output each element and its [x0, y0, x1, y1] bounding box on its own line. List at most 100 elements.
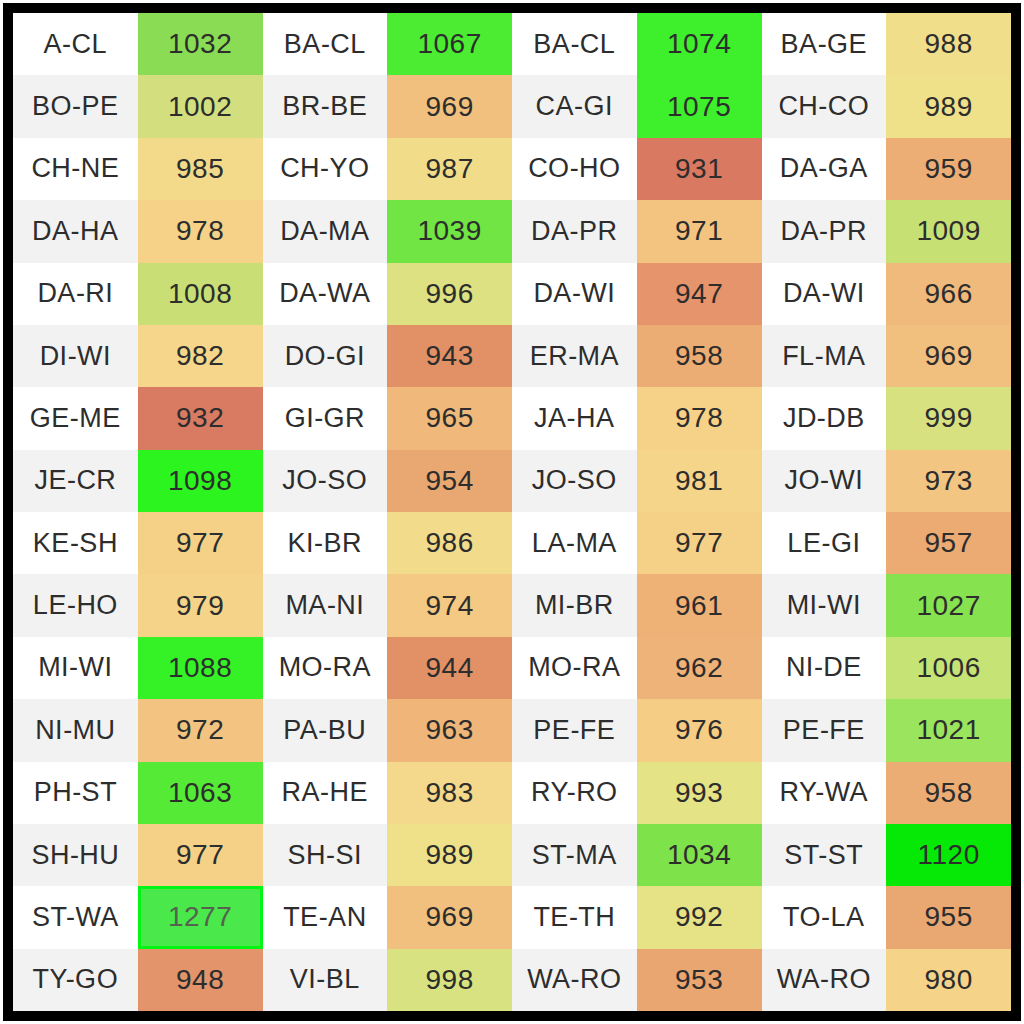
- pair-value-cell: 948: [138, 949, 263, 1011]
- pair-value-cell: 958: [886, 762, 1011, 824]
- pair-label-cell: BA-CL: [263, 13, 388, 75]
- pair-label-cell: CA-GI: [512, 75, 637, 137]
- pair-label-cell: JO-SO: [263, 450, 388, 512]
- pair-value-cell: 1032: [138, 13, 263, 75]
- pair-value-cell: 986: [387, 512, 512, 574]
- pair-label-cell: DO-GI: [263, 325, 388, 387]
- pair-value-cell: 953: [637, 949, 762, 1011]
- pair-label-cell: A-CL: [13, 13, 138, 75]
- pair-label-cell: BA-GE: [762, 13, 887, 75]
- pair-value-cell: 973: [886, 450, 1011, 512]
- pair-value-cell: 1074: [637, 13, 762, 75]
- pair-value-cell: 989: [387, 824, 512, 886]
- pair-value-cell: 989: [886, 75, 1011, 137]
- pair-label-cell: DA-PR: [512, 200, 637, 262]
- pair-label-cell: GI-GR: [263, 387, 388, 449]
- pair-value-cell: 961: [637, 574, 762, 636]
- pair-value-cell: 963: [387, 699, 512, 761]
- pair-label-cell: FL-MA: [762, 325, 887, 387]
- pair-value-cell: 947: [637, 263, 762, 325]
- pair-value-cell: 983: [387, 762, 512, 824]
- pair-value-cell: 978: [138, 200, 263, 262]
- pair-label-cell: TE-TH: [512, 886, 637, 948]
- pair-value-cell: 969: [886, 325, 1011, 387]
- pair-value-cell: 958: [637, 325, 762, 387]
- pair-label-cell: JO-WI: [762, 450, 887, 512]
- pair-value-cell: 1063: [138, 762, 263, 824]
- pair-label-cell: BO-PE: [13, 75, 138, 137]
- pair-label-cell: DA-GA: [762, 138, 887, 200]
- pair-value-cell: 977: [138, 512, 263, 574]
- pair-label-cell: MI-BR: [512, 574, 637, 636]
- pair-value-cell: 988: [886, 13, 1011, 75]
- pair-label-cell: MA-NI: [263, 574, 388, 636]
- pair-label-cell: DA-WI: [762, 263, 887, 325]
- pair-label-cell: CO-HO: [512, 138, 637, 200]
- pair-label-cell: PA-BU: [263, 699, 388, 761]
- pair-label-cell: DA-MA: [263, 200, 388, 262]
- heatmap-grid: A-CL 1032 BA-CL 1067 BA-CL 1074 BA-GE 98…: [3, 3, 1021, 1021]
- pair-value-cell: 979: [138, 574, 263, 636]
- pair-label-cell: TO-LA: [762, 886, 887, 948]
- pair-value-cell: 955: [886, 886, 1011, 948]
- pair-label-cell: LA-MA: [512, 512, 637, 574]
- pair-label-cell: TE-AN: [263, 886, 388, 948]
- pair-value-cell: 972: [138, 699, 263, 761]
- pair-value-cell: 985: [138, 138, 263, 200]
- pair-value-cell: 1067: [387, 13, 512, 75]
- pair-value-cell: 981: [637, 450, 762, 512]
- pair-value-cell: 944: [387, 637, 512, 699]
- pair-label-cell: BR-BE: [263, 75, 388, 137]
- pair-label-cell: NI-DE: [762, 637, 887, 699]
- pair-label-cell: SH-HU: [13, 824, 138, 886]
- heatmap-board: A-CL 1032 BA-CL 1067 BA-CL 1074 BA-GE 98…: [0, 0, 1024, 1024]
- pair-value-cell: 982: [138, 325, 263, 387]
- pair-label-cell: CH-CO: [762, 75, 887, 137]
- pair-label-cell: JO-SO: [512, 450, 637, 512]
- pair-value-cell: 1021: [886, 699, 1011, 761]
- pair-value-cell: 976: [637, 699, 762, 761]
- pair-value-cell: 957: [886, 512, 1011, 574]
- pair-label-cell: PE-FE: [762, 699, 887, 761]
- pair-value-cell: 999: [886, 387, 1011, 449]
- pair-label-cell: MO-RA: [263, 637, 388, 699]
- pair-value-cell: 1006: [886, 637, 1011, 699]
- pair-label-cell: RY-WA: [762, 762, 887, 824]
- pair-value-cell: 971: [637, 200, 762, 262]
- pair-value-cell: 1009: [886, 200, 1011, 262]
- pair-value-cell: 996: [387, 263, 512, 325]
- pair-value-cell: 932: [138, 387, 263, 449]
- pair-label-cell: DI-WI: [13, 325, 138, 387]
- pair-value-cell: 998: [387, 949, 512, 1011]
- pair-value-cell: 1034: [637, 824, 762, 886]
- pair-label-cell: CH-NE: [13, 138, 138, 200]
- pair-label-cell: CH-YO: [263, 138, 388, 200]
- pair-label-cell: GE-ME: [13, 387, 138, 449]
- pair-label-cell: LE-GI: [762, 512, 887, 574]
- pair-value-cell: 993: [637, 762, 762, 824]
- pair-label-cell: ST-ST: [762, 824, 887, 886]
- pair-label-cell: DA-WA: [263, 263, 388, 325]
- pair-label-cell: KI-BR: [263, 512, 388, 574]
- pair-value-cell: 1039: [387, 200, 512, 262]
- pair-value-cell: 1277: [138, 886, 263, 948]
- pair-label-cell: PH-ST: [13, 762, 138, 824]
- pair-value-cell: 965: [387, 387, 512, 449]
- pair-value-cell: 1098: [138, 450, 263, 512]
- pair-label-cell: DA-WI: [512, 263, 637, 325]
- pair-label-cell: RY-RO: [512, 762, 637, 824]
- pair-label-cell: JA-HA: [512, 387, 637, 449]
- pair-value-cell: 1002: [138, 75, 263, 137]
- pair-label-cell: TY-GO: [13, 949, 138, 1011]
- pair-label-cell: VI-BL: [263, 949, 388, 1011]
- pair-label-cell: ER-MA: [512, 325, 637, 387]
- pair-value-cell: 1008: [138, 263, 263, 325]
- pair-label-cell: DA-PR: [762, 200, 887, 262]
- pair-label-cell: ST-WA: [13, 886, 138, 948]
- pair-label-cell: RA-HE: [263, 762, 388, 824]
- pair-value-cell: 931: [637, 138, 762, 200]
- pair-label-cell: NI-MU: [13, 699, 138, 761]
- pair-value-cell: 977: [138, 824, 263, 886]
- pair-label-cell: MO-RA: [512, 637, 637, 699]
- pair-label-cell: KE-SH: [13, 512, 138, 574]
